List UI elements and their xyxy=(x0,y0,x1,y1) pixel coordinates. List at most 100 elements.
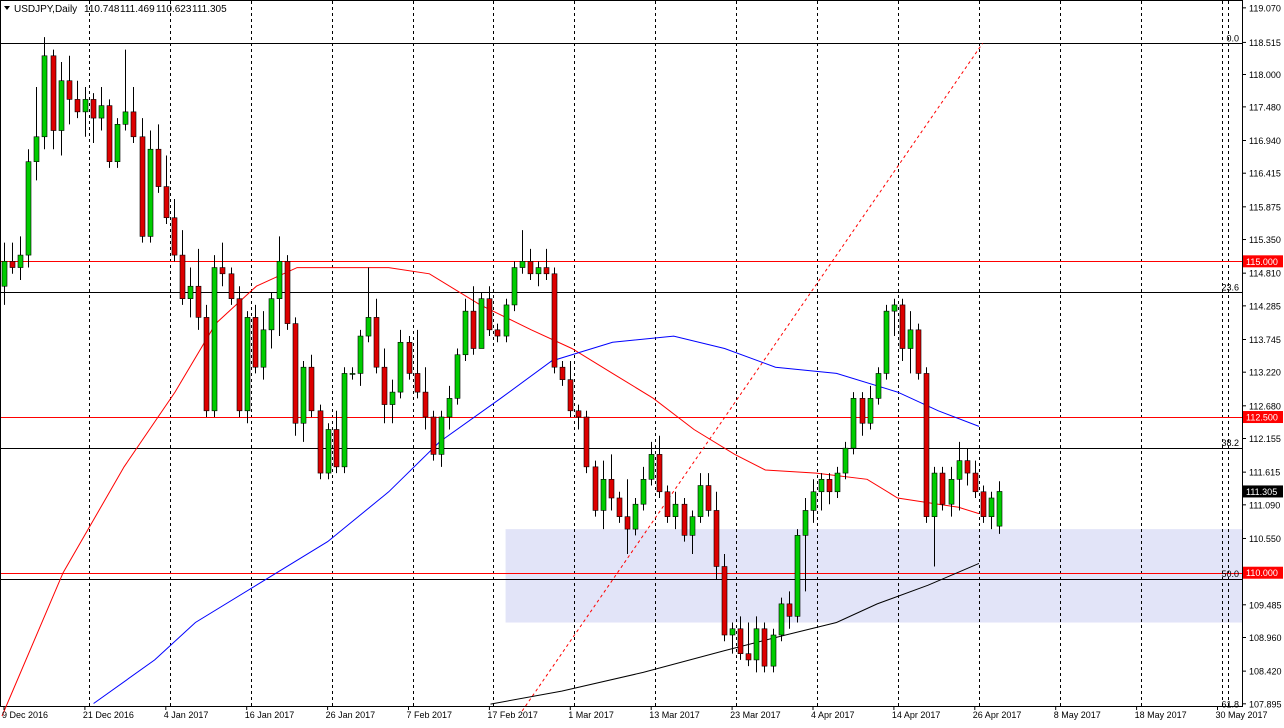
candle[interactable] xyxy=(737,616,744,660)
candle[interactable] xyxy=(333,410,340,474)
candle[interactable] xyxy=(786,591,793,629)
candle[interactable] xyxy=(559,360,566,386)
candle[interactable] xyxy=(907,311,914,374)
candle[interactable] xyxy=(236,286,243,418)
candle[interactable] xyxy=(503,298,510,343)
candle[interactable] xyxy=(640,466,647,511)
candle[interactable] xyxy=(850,392,857,455)
candle[interactable] xyxy=(211,255,218,418)
candle[interactable] xyxy=(478,292,485,349)
candle[interactable] xyxy=(486,286,493,337)
candle[interactable] xyxy=(834,466,841,498)
candle[interactable] xyxy=(672,491,679,530)
candle[interactable] xyxy=(114,118,121,168)
candle[interactable] xyxy=(705,473,712,517)
candle[interactable] xyxy=(883,304,890,380)
candle[interactable] xyxy=(656,435,663,498)
candle[interactable] xyxy=(915,323,922,380)
candle[interactable] xyxy=(664,485,671,523)
candle[interactable] xyxy=(9,242,16,274)
candle[interactable] xyxy=(494,323,501,343)
candle[interactable] xyxy=(616,491,623,523)
candle[interactable] xyxy=(462,298,469,361)
candle[interactable] xyxy=(325,423,332,480)
candle[interactable] xyxy=(729,622,736,654)
candle[interactable] xyxy=(689,510,696,555)
candle[interactable] xyxy=(770,628,777,673)
candle[interactable] xyxy=(171,199,178,262)
candle[interactable] xyxy=(365,267,372,343)
candle[interactable] xyxy=(33,86,40,181)
candle[interactable] xyxy=(122,49,129,131)
candle[interactable] xyxy=(438,410,445,467)
candle[interactable] xyxy=(761,622,768,673)
candle[interactable] xyxy=(875,367,882,405)
candle[interactable] xyxy=(891,298,898,337)
candle[interactable] xyxy=(244,311,251,424)
candle[interactable] xyxy=(810,479,817,523)
candle[interactable] xyxy=(583,410,590,474)
candle[interactable] xyxy=(74,80,81,119)
candle[interactable] xyxy=(41,37,48,150)
candle[interactable] xyxy=(527,248,534,281)
candle[interactable] xyxy=(308,354,315,418)
candle[interactable] xyxy=(939,466,946,511)
candle[interactable] xyxy=(373,298,380,374)
candle[interactable] xyxy=(82,86,89,137)
candle[interactable] xyxy=(252,304,259,374)
candle[interactable] xyxy=(778,597,785,642)
candle[interactable] xyxy=(155,124,162,193)
candle[interactable] xyxy=(575,404,582,430)
candle[interactable] xyxy=(753,616,760,673)
candle[interactable] xyxy=(1,242,8,305)
candle[interactable] xyxy=(422,367,429,430)
candle[interactable] xyxy=(802,497,809,592)
candle[interactable] xyxy=(381,348,388,424)
candle[interactable] xyxy=(25,149,32,268)
candle[interactable] xyxy=(260,311,267,380)
candle[interactable] xyxy=(721,554,728,642)
candle[interactable] xyxy=(972,460,979,498)
candle[interactable] xyxy=(923,367,930,523)
candle[interactable] xyxy=(276,236,283,337)
candle[interactable] xyxy=(397,329,404,399)
candle[interactable] xyxy=(948,466,955,517)
candle[interactable] xyxy=(745,622,752,667)
candle[interactable] xyxy=(58,62,65,156)
candle[interactable] xyxy=(697,473,704,523)
candle[interactable] xyxy=(300,360,307,442)
candle[interactable] xyxy=(956,441,963,511)
candle[interactable] xyxy=(389,379,396,424)
candle[interactable] xyxy=(681,497,688,542)
candle[interactable] xyxy=(794,529,801,623)
candle[interactable] xyxy=(268,292,275,349)
candle[interactable] xyxy=(826,473,833,505)
candle[interactable] xyxy=(964,448,971,486)
candle[interactable] xyxy=(567,360,574,418)
candle[interactable] xyxy=(98,86,105,131)
candle[interactable] xyxy=(17,236,24,281)
candle[interactable] xyxy=(130,86,137,143)
candle[interactable] xyxy=(203,304,210,418)
candle[interactable] xyxy=(179,230,186,305)
candle[interactable] xyxy=(349,367,356,380)
candle[interactable] xyxy=(414,329,421,399)
candle[interactable] xyxy=(50,49,57,150)
candle[interactable] xyxy=(446,385,453,430)
candle[interactable] xyxy=(341,367,348,474)
candle[interactable] xyxy=(139,118,146,243)
candle[interactable] xyxy=(406,336,413,380)
candle[interactable] xyxy=(859,392,866,436)
candle[interactable] xyxy=(284,255,291,330)
candle[interactable] xyxy=(66,55,73,125)
candle[interactable] xyxy=(187,267,194,318)
dropdown-arrow-icon[interactable] xyxy=(4,6,10,10)
candle[interactable] xyxy=(608,454,615,511)
candle[interactable] xyxy=(357,329,364,386)
candle[interactable] xyxy=(648,441,655,486)
candle[interactable] xyxy=(147,130,154,243)
candle[interactable] xyxy=(931,466,938,567)
candle[interactable] xyxy=(163,155,170,224)
candle[interactable] xyxy=(592,460,599,517)
